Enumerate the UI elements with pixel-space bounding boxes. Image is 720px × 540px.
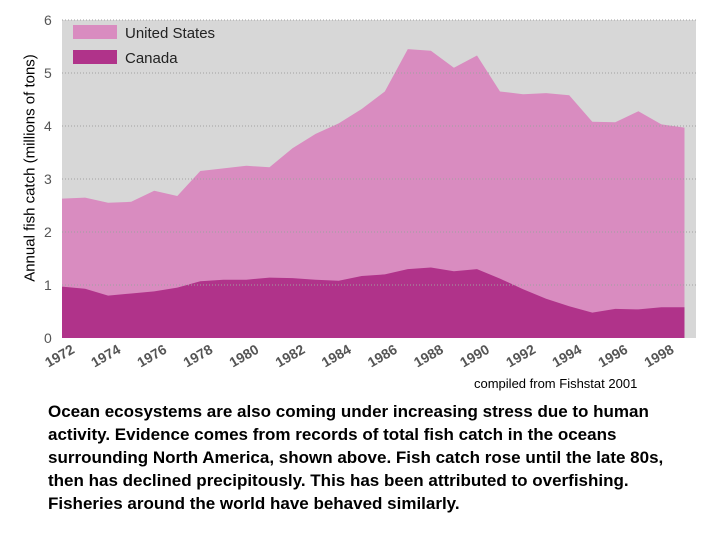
x-tick-label-1990: 1990 (457, 341, 492, 371)
x-tick-label-1978: 1978 (180, 341, 215, 371)
x-tick-label-1994: 1994 (549, 341, 584, 371)
legend-label-canada: Canada (125, 50, 178, 67)
y-tick-label-6: 6 (44, 12, 52, 28)
series-area-canada (62, 267, 685, 338)
legend-label-united-states: United States (125, 25, 215, 42)
caption-text: Ocean ecosystems are also coming under i… (48, 402, 664, 513)
y-tick-label-3: 3 (44, 171, 52, 187)
y-tick-label-4: 4 (44, 118, 52, 134)
y-tick-label-0: 0 (44, 330, 52, 346)
x-tick-label-1988: 1988 (411, 341, 446, 371)
x-tick-label-1992: 1992 (503, 341, 538, 371)
y-axis-label: Annual fish catch (millions of tons) (21, 54, 39, 282)
x-tick-label-1980: 1980 (226, 341, 261, 371)
source-note: compiled from Fishstat 2001 (474, 376, 638, 391)
legend-swatch-canada (73, 50, 117, 64)
x-tick-label-1986: 1986 (365, 341, 400, 371)
y-tick-label-1: 1 (44, 277, 52, 293)
x-tick-label-1998: 1998 (641, 341, 676, 371)
series-area-united-states (62, 49, 685, 338)
y-tick-label-2: 2 (44, 224, 52, 240)
fish-catch-chart: 0 1 2 3 4 5 6 1972 1974 1976 1978 1980 1982 1984 1986 1… (21, 12, 696, 371)
x-tick-label-1982: 1982 (273, 341, 308, 371)
x-tick-label-1976: 1976 (134, 341, 169, 371)
y-tick-label-5: 5 (44, 65, 52, 81)
x-tick-label-1984: 1984 (319, 341, 354, 371)
x-tick-label-1974: 1974 (88, 341, 123, 371)
x-tick-label-1996: 1996 (595, 341, 630, 371)
legend-swatch-united-states (73, 25, 117, 39)
